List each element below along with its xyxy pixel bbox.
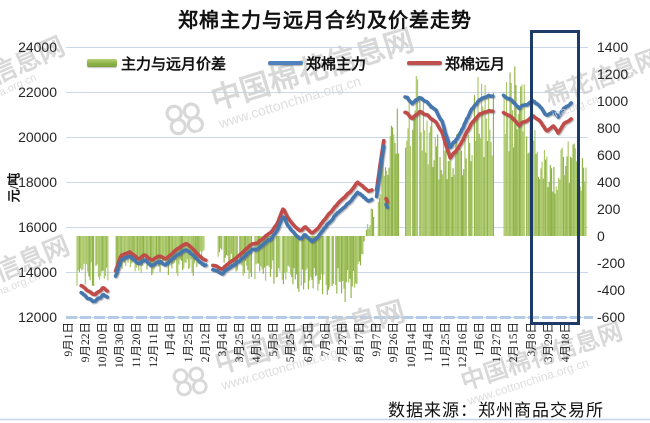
legend-item-spread: 主力与远月价差 <box>87 54 227 73</box>
y-left-tick: 16000 <box>18 219 57 235</box>
y-right-tick: 800 <box>597 120 621 136</box>
data-source-note: 数据来源：郑州商品交易所 <box>388 401 604 420</box>
x-axis-tick: 12月11日 <box>148 322 161 368</box>
x-axis-tick: 9月22日 <box>79 322 92 363</box>
x-axis-tick: 11月4日 <box>422 322 435 362</box>
x-axis-tick: 5月5日 <box>268 322 281 357</box>
legend-label-spread: 主力与远月价差 <box>121 56 227 73</box>
y-left-tick: 22000 <box>18 84 57 100</box>
y-right-tick: -400 <box>597 282 626 298</box>
y-right-tick: -600 <box>597 309 626 325</box>
chart-title: 郑棉主力与远月合约及价差走势 <box>178 10 472 32</box>
x-axis-tick: 1月6日 <box>474 322 487 357</box>
x-axis-tick: 5月25日 <box>285 322 298 363</box>
x-axis-tick: 1月4日 <box>165 322 178 357</box>
legend-label-far: 郑棉远月 <box>445 56 506 73</box>
y-right-tick: 200 <box>597 201 621 217</box>
x-axis-tick: 3月4日 <box>216 322 229 357</box>
x-axis-tick: 3月29日 <box>542 322 555 363</box>
y-left-tick: 20000 <box>18 129 57 145</box>
x-axis-tick: 3月8日 <box>525 322 538 357</box>
x-axis-tick: 10月14日 <box>405 322 418 368</box>
y-right-tick: -200 <box>597 255 626 271</box>
legend-item-far: 郑棉远月 <box>407 54 506 73</box>
y-right-tick: 600 <box>597 147 621 163</box>
x-axis-tick: 10月10日 <box>96 322 109 368</box>
main-line-swatch <box>268 60 303 66</box>
x-axis-tick: 6月15日 <box>302 322 315 363</box>
x-axis-tick: 1月25日 <box>182 322 195 363</box>
highlight-box <box>530 30 580 325</box>
far-line-swatch <box>407 60 442 66</box>
x-axis-tick: 9月26日 <box>388 322 401 363</box>
x-axis-tick: 4月15日 <box>251 322 264 363</box>
y-right-tick: 400 <box>597 174 621 190</box>
y-right-tick: 1200 <box>597 66 629 82</box>
legend-item-main: 郑棉主力 <box>268 54 367 73</box>
y-left-tick: 18000 <box>18 174 57 190</box>
y-right-tick: 1000 <box>597 93 629 109</box>
x-axis-tick: 2月12日 <box>199 322 212 363</box>
x-axis-tick: 2月15日 <box>508 322 521 363</box>
x-axis-tick: 9月1日 <box>62 322 75 357</box>
legend-label-main: 郑棉主力 <box>306 56 367 73</box>
y-right-tick: 1400 <box>597 39 629 55</box>
x-axis-tick: 9月7日 <box>371 322 384 357</box>
y-left-tick: 24000 <box>18 39 57 55</box>
spread-bar-swatch <box>87 59 117 67</box>
x-axis-tick: 1月27日 <box>491 322 504 363</box>
y-right-tick: 0 <box>597 228 605 244</box>
x-axis-tick: 7月6日 <box>319 322 332 357</box>
x-axis-tick: 4月18日 <box>559 322 572 363</box>
x-axis-tick: 11月25日 <box>439 322 452 368</box>
x-axis-tick: 12月16日 <box>456 322 469 368</box>
x-axis-tick: 3月25日 <box>234 322 246 363</box>
x-axis-tick: 8月17日 <box>354 322 367 363</box>
x-axis-tick: 7月27日 <box>336 322 349 363</box>
y-left-tick: 12000 <box>18 309 57 325</box>
x-axis-tick: 11月20日 <box>131 322 144 368</box>
y-left-tick: 14000 <box>18 264 57 280</box>
x-axis-tick: 10月30日 <box>113 322 126 368</box>
